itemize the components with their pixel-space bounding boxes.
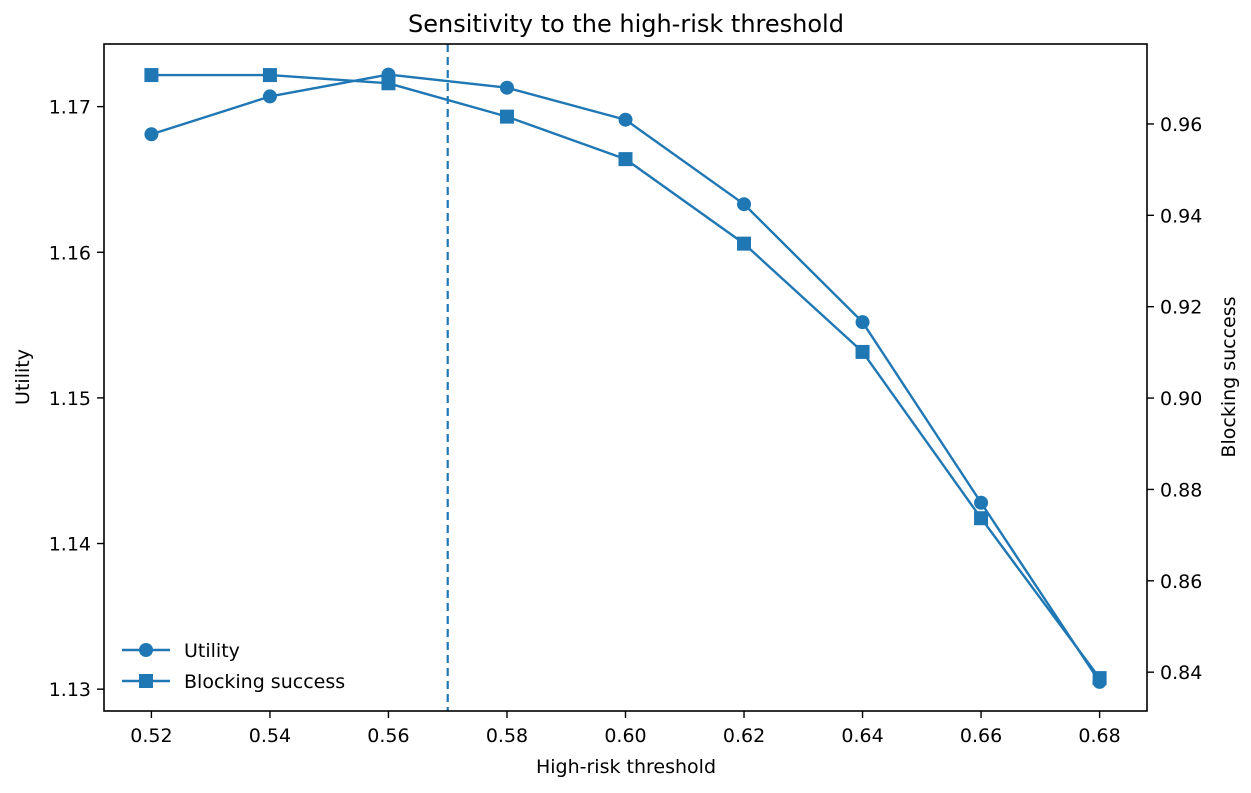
left-y-tick-label: 1.13: [49, 679, 91, 701]
data-point-utility: [737, 197, 752, 212]
x-axis-label: High-risk threshold: [536, 756, 716, 778]
right-y-axis-label: Blocking success: [1218, 296, 1240, 457]
x-tick-label: 0.52: [130, 725, 172, 747]
left-y-tick-label: 1.14: [49, 534, 91, 556]
left-y-axis: 1.13 1.14 1.15 1.16 1.17: [49, 97, 104, 701]
legend-marker-blocking-success: [139, 674, 153, 688]
legend-label-utility: Utility: [184, 640, 240, 662]
legend-label-blocking-success: Blocking success: [184, 671, 345, 693]
data-point-utility: [499, 80, 514, 95]
data-point-blocking-success: [974, 511, 989, 526]
plot-area: [144, 44, 1107, 711]
data-point-blocking-success: [499, 109, 514, 124]
x-tick-label: 0.56: [367, 725, 409, 747]
data-point-blocking-success: [618, 152, 633, 167]
x-tick-label: 0.62: [723, 725, 765, 747]
left-y-axis-label: Utility: [12, 349, 34, 405]
x-tick-label: 0.58: [486, 725, 528, 747]
right-y-tick-label: 0.86: [1160, 571, 1202, 593]
left-y-tick-label: 1.15: [49, 388, 91, 410]
right-y-tick-label: 0.88: [1160, 479, 1202, 501]
chart-title: Sensitivity to the high-risk threshold: [408, 10, 844, 38]
data-point-blocking-success: [144, 68, 159, 83]
legend: Utility Blocking success: [122, 640, 345, 693]
data-point-blocking-success: [855, 344, 870, 359]
data-point-blocking-success: [381, 76, 396, 91]
x-tick-label: 0.60: [604, 725, 646, 747]
left-y-tick-label: 1.16: [49, 242, 91, 264]
data-point-blocking-success: [737, 236, 752, 251]
right-y-axis: 0.84 0.86 0.88 0.90 0.92 0.94 0.96: [1147, 114, 1202, 684]
data-point-utility: [262, 89, 277, 104]
right-y-tick-label: 0.96: [1160, 114, 1202, 136]
x-tick-label: 0.68: [1078, 725, 1120, 747]
data-point-blocking-success: [262, 68, 277, 83]
legend-marker-utility: [139, 643, 153, 657]
right-y-tick-label: 0.94: [1160, 205, 1202, 227]
data-point-utility: [855, 315, 870, 330]
left-y-tick-label: 1.17: [49, 97, 91, 119]
data-point-utility: [144, 127, 159, 142]
right-y-tick-label: 0.92: [1160, 297, 1202, 319]
right-y-tick-label: 0.90: [1160, 388, 1202, 410]
x-tick-label: 0.54: [249, 725, 291, 747]
data-point-utility: [974, 495, 989, 510]
x-axis: 0.52 0.54 0.56 0.58 0.60 0.62 0.64 0.66 0.68: [130, 711, 1121, 747]
right-y-tick-label: 0.84: [1160, 662, 1202, 684]
data-point-utility: [618, 112, 633, 127]
x-tick-label: 0.66: [960, 725, 1002, 747]
x-tick-label: 0.64: [841, 725, 883, 747]
data-point-blocking-success: [1092, 671, 1107, 686]
